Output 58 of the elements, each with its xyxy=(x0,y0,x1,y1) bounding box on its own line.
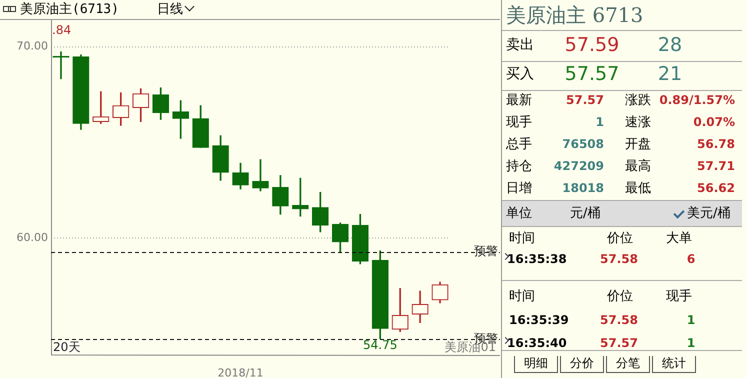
text: 时间 xyxy=(509,289,535,304)
chart-title: 美原油主(6713) xyxy=(20,2,119,17)
text: 最高 xyxy=(625,159,651,174)
text: 时间 xyxy=(509,231,535,246)
text: 美原油主 6713 xyxy=(506,3,644,27)
text: 持仓 xyxy=(506,159,532,174)
text: 28 xyxy=(658,34,682,56)
y-tick-label: 60.00 xyxy=(16,231,48,244)
text: 16:35:40 xyxy=(507,336,567,350)
text: 56.62 xyxy=(697,181,735,195)
annotation: .84 xyxy=(52,23,72,38)
chart-subtitle: 日线 xyxy=(157,2,183,17)
text: 单位 xyxy=(506,206,532,221)
text: 价位 xyxy=(607,231,633,246)
text: 57.59 xyxy=(564,34,620,56)
text: 现手 xyxy=(666,289,692,304)
text: 大单 xyxy=(666,231,692,246)
text: 最低 xyxy=(625,181,651,196)
text: 76508 xyxy=(562,137,604,151)
text: 速涨 xyxy=(625,115,651,130)
text: 1 xyxy=(686,313,696,327)
text: 57.71 xyxy=(697,159,735,173)
text: 57.58 xyxy=(600,252,638,266)
text: 21 xyxy=(658,63,682,85)
text: 买入 xyxy=(506,66,534,82)
annotation: 54.75 xyxy=(362,338,398,352)
text: 开盘 xyxy=(625,137,651,152)
text: 18018 xyxy=(562,181,604,195)
text: 1 xyxy=(686,336,696,350)
text: 统计 xyxy=(652,356,696,373)
text: 1 xyxy=(596,115,604,129)
text: 最新 xyxy=(506,93,532,108)
text: 美元/桶 xyxy=(687,206,730,221)
text: 57.57 xyxy=(600,336,638,350)
text: 56.78 xyxy=(697,137,735,151)
text: 427209 xyxy=(554,159,604,173)
text: 0.89/1.57% xyxy=(659,93,735,107)
text: 分笔 xyxy=(606,356,650,373)
text: 现手 xyxy=(506,115,532,130)
text: 元/桶 xyxy=(570,206,600,221)
text: 日增 xyxy=(506,181,532,196)
text: 6 xyxy=(686,252,696,266)
x-tick-label: 2018/11 xyxy=(218,366,264,378)
text: 价位 xyxy=(607,289,633,304)
annotation: 20天 xyxy=(53,340,80,354)
text: 0.07% xyxy=(693,115,735,129)
text: 16:35:39 xyxy=(509,313,569,327)
text: 卖出 xyxy=(506,37,534,53)
text: 涨跌 xyxy=(625,93,651,108)
text: 57.57 xyxy=(566,93,604,107)
text: 明细 xyxy=(514,356,558,373)
ref-line-label: 预警 xyxy=(474,244,498,258)
text: 总手 xyxy=(506,137,532,152)
y-tick-label: 70.00 xyxy=(16,40,48,53)
text: 分价 xyxy=(560,356,604,373)
text: 57.58 xyxy=(600,313,638,327)
text: 16:35:38 xyxy=(507,252,567,266)
text: 57.57 xyxy=(564,63,620,85)
